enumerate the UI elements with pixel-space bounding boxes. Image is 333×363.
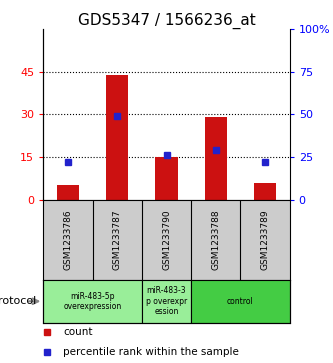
Bar xyxy=(156,157,177,200)
Title: GDS5347 / 1566236_at: GDS5347 / 1566236_at xyxy=(78,13,255,29)
Text: GSM1233786: GSM1233786 xyxy=(63,209,73,270)
Bar xyxy=(254,183,276,200)
Text: count: count xyxy=(63,327,93,337)
Text: percentile rank within the sample: percentile rank within the sample xyxy=(63,347,239,357)
Text: GSM1233788: GSM1233788 xyxy=(211,209,220,270)
Text: GSM1233790: GSM1233790 xyxy=(162,209,171,270)
Bar xyxy=(191,280,290,323)
Text: GSM1233787: GSM1233787 xyxy=(113,209,122,270)
Text: protocol: protocol xyxy=(0,296,37,306)
Bar xyxy=(43,280,142,323)
Text: miR-483-3
p overexpr
ession: miR-483-3 p overexpr ession xyxy=(146,286,187,316)
Text: miR-483-5p
overexpression: miR-483-5p overexpression xyxy=(64,291,122,311)
Bar xyxy=(142,280,191,323)
Bar xyxy=(205,117,227,200)
Bar xyxy=(106,74,128,200)
Bar xyxy=(57,185,79,200)
Text: GSM1233789: GSM1233789 xyxy=(260,209,270,270)
Text: control: control xyxy=(227,297,254,306)
